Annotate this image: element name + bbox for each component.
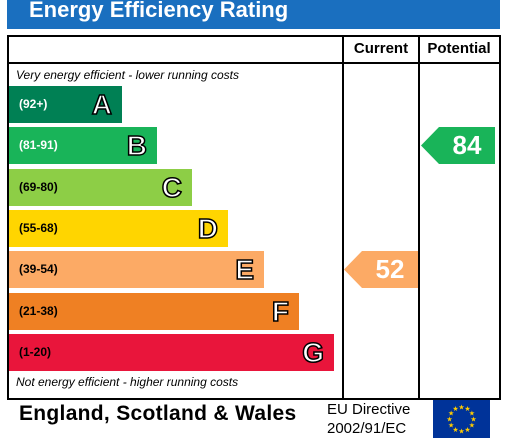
band-d: (55-68) D: [9, 209, 228, 247]
directive-line-2: 2002/91/EC: [327, 420, 407, 437]
eu-star-icon: ★: [469, 422, 475, 430]
band-range-label: (21-38): [19, 303, 58, 318]
band-f: (21-38) F: [9, 292, 299, 330]
header-divider: [7, 62, 499, 64]
note-bottom: Not energy efficient - higher running co…: [16, 375, 239, 389]
eu-star-icon: ★: [446, 416, 452, 424]
divider-current: [342, 35, 344, 398]
divider-potential: [418, 35, 420, 398]
eu-star-icon: ★: [464, 405, 470, 413]
footer-directive: EU Directive 2002/91/EC: [327, 400, 410, 438]
current-rating-value: 52: [375, 254, 405, 285]
potential-rating-arrow: 84: [421, 127, 495, 165]
band-letter: G: [301, 336, 324, 369]
band-g: (1-20) G: [9, 333, 334, 371]
band-letter: B: [126, 130, 148, 163]
eu-star-icon: ★: [458, 404, 464, 412]
page-title: Energy Efficiency Rating: [29, 0, 289, 22]
band-range-label: (55-68): [19, 220, 58, 235]
note-top: Very energy efficient - lower running co…: [16, 68, 239, 82]
eu-star-icon: ★: [458, 428, 464, 436]
band-a: (92+) A: [9, 86, 122, 123]
band-range-label: (39-54): [19, 262, 58, 277]
band-letter: A: [91, 88, 113, 121]
band-letter: C: [161, 171, 183, 204]
rating-frame: [7, 35, 501, 400]
footer-region: England, Scotland & Wales: [19, 402, 297, 425]
band-range-label: (81-91): [19, 138, 58, 153]
eu-star-icon: ★: [448, 410, 454, 418]
band-range-label: (1-20): [19, 344, 52, 359]
band-e: (39-54) E: [9, 251, 264, 289]
column-header-potential: Potential: [427, 40, 491, 57]
header-bar: Energy Efficiency Rating: [7, 0, 500, 29]
directive-line-1: EU Directive: [327, 401, 411, 418]
current-rating-arrow: 52: [344, 251, 418, 289]
potential-rating-value: 84: [452, 130, 482, 161]
eu-star-icon: ★: [469, 410, 475, 418]
eu-star-icon: ★: [470, 416, 476, 424]
eu-star-icon: ★: [452, 405, 458, 413]
band-letter: E: [235, 253, 255, 286]
band-range-label: (69-80): [19, 179, 58, 194]
column-header-current: Current: [353, 40, 409, 57]
eu-star-icon: ★: [448, 422, 454, 430]
band-range-label: (92+): [19, 97, 48, 111]
eu-flag-icon: ★ ★ ★ ★ ★ ★ ★ ★ ★ ★ ★ ★: [433, 400, 490, 438]
band-letter: F: [271, 295, 290, 328]
band-c: (69-80) C: [9, 168, 192, 206]
band-letter: D: [197, 212, 219, 245]
band-b: (81-91) B: [9, 127, 157, 165]
